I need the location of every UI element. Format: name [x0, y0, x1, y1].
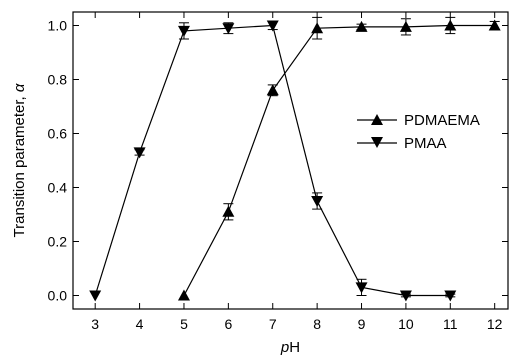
data-point-pmaa [133, 147, 146, 159]
data-point-pdmaema [355, 20, 368, 32]
y-tick-label: 0.4 [48, 180, 68, 196]
series-line-pmaa [94, 24, 451, 297]
data-point-pdmaema [444, 19, 457, 31]
x-tick-label: 4 [136, 316, 144, 332]
y-axis-title-symbol: α [11, 83, 28, 92]
x-tick-label: 8 [313, 316, 321, 332]
data-point-pmaa [399, 290, 412, 302]
y-tick-label: 0.6 [48, 126, 68, 142]
y-tick-label: 0.0 [48, 288, 68, 304]
data-point-pmaa [444, 290, 457, 302]
x-axis-title: pH [280, 339, 300, 356]
x-tick-label: 9 [358, 316, 366, 332]
legend-label-pmaa: PMAA [404, 135, 447, 152]
data-point-pmaa [89, 290, 102, 302]
data-point-pmaa [355, 282, 368, 294]
data-point-pdmaema [222, 205, 235, 217]
ticks-layer: 3 4 5 6 7 8 9 10 11 12 0.0 0.2 0.4 0.6 0.8 1.0 [48, 12, 508, 332]
legend-marker-pmaa [371, 137, 383, 148]
legend: PDMAEMA PMAA [357, 112, 480, 152]
legend-marker-pdmaema [371, 114, 383, 125]
x-tick-label: 12 [487, 316, 503, 332]
data-point-pdmaema [177, 289, 190, 301]
x-axis-title-suffix: H [289, 339, 300, 356]
x-tick-label: 11 [443, 316, 458, 332]
y-axis-title: Transition parameter, α [11, 83, 28, 237]
data-point-pdmaema [488, 19, 501, 31]
series-line-pdmaema [183, 24, 495, 296]
data-point-pmaa [311, 196, 324, 207]
plot-frame [72, 11, 509, 310]
x-tick-label: 10 [398, 316, 414, 332]
data-point-pmaa [177, 25, 190, 37]
y-tick-label: 0.2 [48, 234, 68, 250]
data-point-pmaa [222, 23, 235, 35]
data-point-pdmaema [399, 20, 412, 32]
data-point-pmaa [266, 20, 279, 32]
x-tick-label: 6 [224, 316, 232, 332]
y-tick-label: 1.0 [48, 18, 68, 34]
data-point-pdmaema [266, 84, 279, 96]
x-tick-label: 7 [269, 316, 277, 332]
y-tick-label: 0.8 [48, 72, 68, 88]
y-axis-title-text: Transition parameter, [11, 92, 28, 237]
x-tick-label: 5 [180, 316, 188, 332]
data-point-pdmaema [311, 22, 324, 34]
x-tick-label: 3 [91, 316, 99, 332]
x-axis-title-prefix: p [280, 339, 289, 356]
legend-label-pdmaema: PDMAEMA [404, 112, 480, 129]
series-layer [89, 16, 501, 302]
